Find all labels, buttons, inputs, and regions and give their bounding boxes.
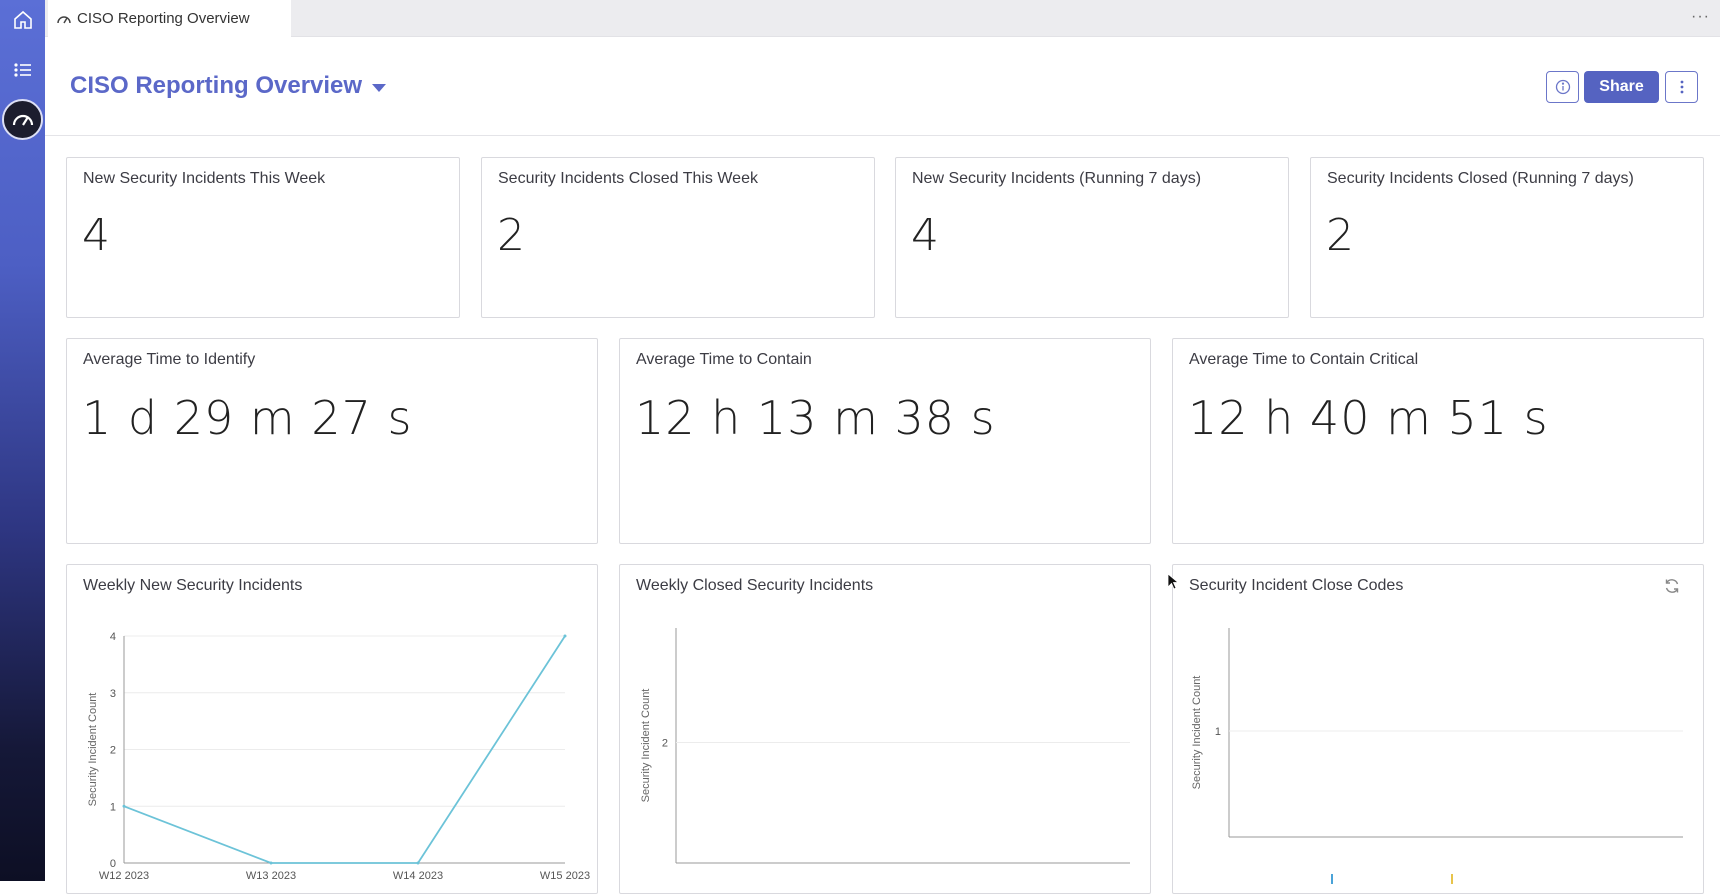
y-tick-label: 1 <box>1215 726 1221 738</box>
refresh-button[interactable] <box>1663 577 1681 600</box>
card-title: Average Time to Identify <box>83 351 256 368</box>
legend-swatch <box>1331 874 1333 884</box>
mouse-cursor-icon <box>1167 573 1179 590</box>
x-tick-label: W14 2023 <box>393 870 443 882</box>
time-card: Average Time to Identify 1 d 29 m 27 s <box>66 338 598 544</box>
y-tick-label: 4 <box>110 631 116 643</box>
page-title: CISO Reporting Overview <box>70 72 363 99</box>
y-axis-label: Security Incident Count <box>1191 676 1203 790</box>
kpi-card: Security Incidents Closed (Running 7 day… <box>1310 157 1704 318</box>
x-tick-label: W15 2023 <box>540 870 590 882</box>
chart-card: Weekly New Security Incidents 0 1 2 3 4 W12 2… <box>66 564 598 894</box>
legend-swatch <box>1451 874 1453 884</box>
chart-card: Weekly Closed Security Incidents 2 Securi… <box>619 564 1151 894</box>
x-tick-label: W12 2023 <box>99 870 149 882</box>
kpi-card: New Security Incidents This Week 4 <box>66 157 460 318</box>
dashboard-header: CISO Reporting Overview Share <box>45 37 1720 136</box>
kpi-card: New Security Incidents (Running 7 days) … <box>895 157 1289 318</box>
metric-value: 4 <box>82 210 111 261</box>
y-tick-label: 1 <box>110 801 116 813</box>
y-tick-label: 2 <box>662 738 668 750</box>
card-title: Average Time to Contain <box>636 351 812 368</box>
weekly-new-incidents-chart: 0 1 2 3 4 W12 2023 W13 2023 W14 2023 W15 2023 Sec… <box>87 631 590 882</box>
series-line <box>123 635 566 864</box>
chart-title: Weekly Closed Security Incidents <box>636 577 874 594</box>
y-tick-label: 0 <box>110 858 116 870</box>
card-title: Security Incidents Closed (Running 7 day… <box>1327 170 1634 187</box>
metric-value: 12 h 40 m 51 s <box>1188 391 1549 445</box>
time-card: Average Time to Contain 12 h 13 m 38 s <box>619 338 1151 544</box>
weekly-closed-incidents-chart: 2 Security Incident Count <box>640 628 1130 864</box>
data-point <box>122 804 126 808</box>
data-point <box>269 861 273 865</box>
kebab-icon <box>1680 80 1683 94</box>
y-tick-label: 2 <box>110 745 116 757</box>
metric-value: 4 <box>911 210 940 261</box>
dashboard-title-dropdown[interactable]: CISO Reporting Overview <box>70 72 387 100</box>
card-title: New Security Incidents This Week <box>83 170 326 187</box>
metric-value: 12 h 13 m 38 s <box>635 391 996 445</box>
caret-down-icon <box>372 83 387 92</box>
metric-value: 2 <box>1326 210 1355 261</box>
chart-title: Security Incident Close Codes <box>1189 577 1404 594</box>
list-button[interactable] <box>0 50 45 90</box>
dashboard-icon <box>12 114 33 126</box>
more-options-button[interactable] <box>1665 71 1698 103</box>
chart-card: Security Incident Close Codes 1 Security … <box>1172 564 1704 894</box>
y-tick-label: 3 <box>110 688 116 700</box>
y-axis-label: Security Incident Count <box>640 689 652 803</box>
card-title: New Security Incidents (Running 7 days) <box>912 170 1202 187</box>
info-button[interactable] <box>1546 71 1579 103</box>
dashboards-button[interactable] <box>2 99 43 140</box>
close-codes-chart: 1 Security Incident Count <box>1191 628 1683 884</box>
data-point <box>563 634 567 638</box>
left-nav-rail <box>0 0 45 881</box>
metric-value: 2 <box>497 210 526 261</box>
home-icon <box>13 10 32 29</box>
tab-strip: CISO Reporting Overview ··· <box>45 0 1720 37</box>
metric-value: 1 d 29 m 27 s <box>82 391 413 445</box>
y-axis-label: Security Incident Count <box>87 693 99 807</box>
card-title: Average Time to Contain Critical <box>1189 351 1419 368</box>
data-point <box>416 861 420 865</box>
tab-overflow-menu[interactable]: ··· <box>1691 8 1710 25</box>
tab-ciso-reporting[interactable]: CISO Reporting Overview <box>48 0 291 37</box>
kpi-card: Security Incidents Closed This Week 2 <box>481 157 875 318</box>
time-card: Average Time to Contain Critical 12 h 40… <box>1172 338 1704 544</box>
card-title: Security Incidents Closed This Week <box>498 170 758 187</box>
list-icon <box>13 63 31 77</box>
home-button[interactable] <box>0 0 45 40</box>
info-icon <box>1555 79 1570 95</box>
refresh-icon <box>1665 579 1679 593</box>
dashboard-icon <box>57 15 71 23</box>
tab-label: CISO Reporting Overview <box>77 10 250 27</box>
x-tick-label: W13 2023 <box>246 870 296 882</box>
chart-title: Weekly New Security Incidents <box>83 577 303 594</box>
share-button[interactable]: Share <box>1584 71 1659 103</box>
